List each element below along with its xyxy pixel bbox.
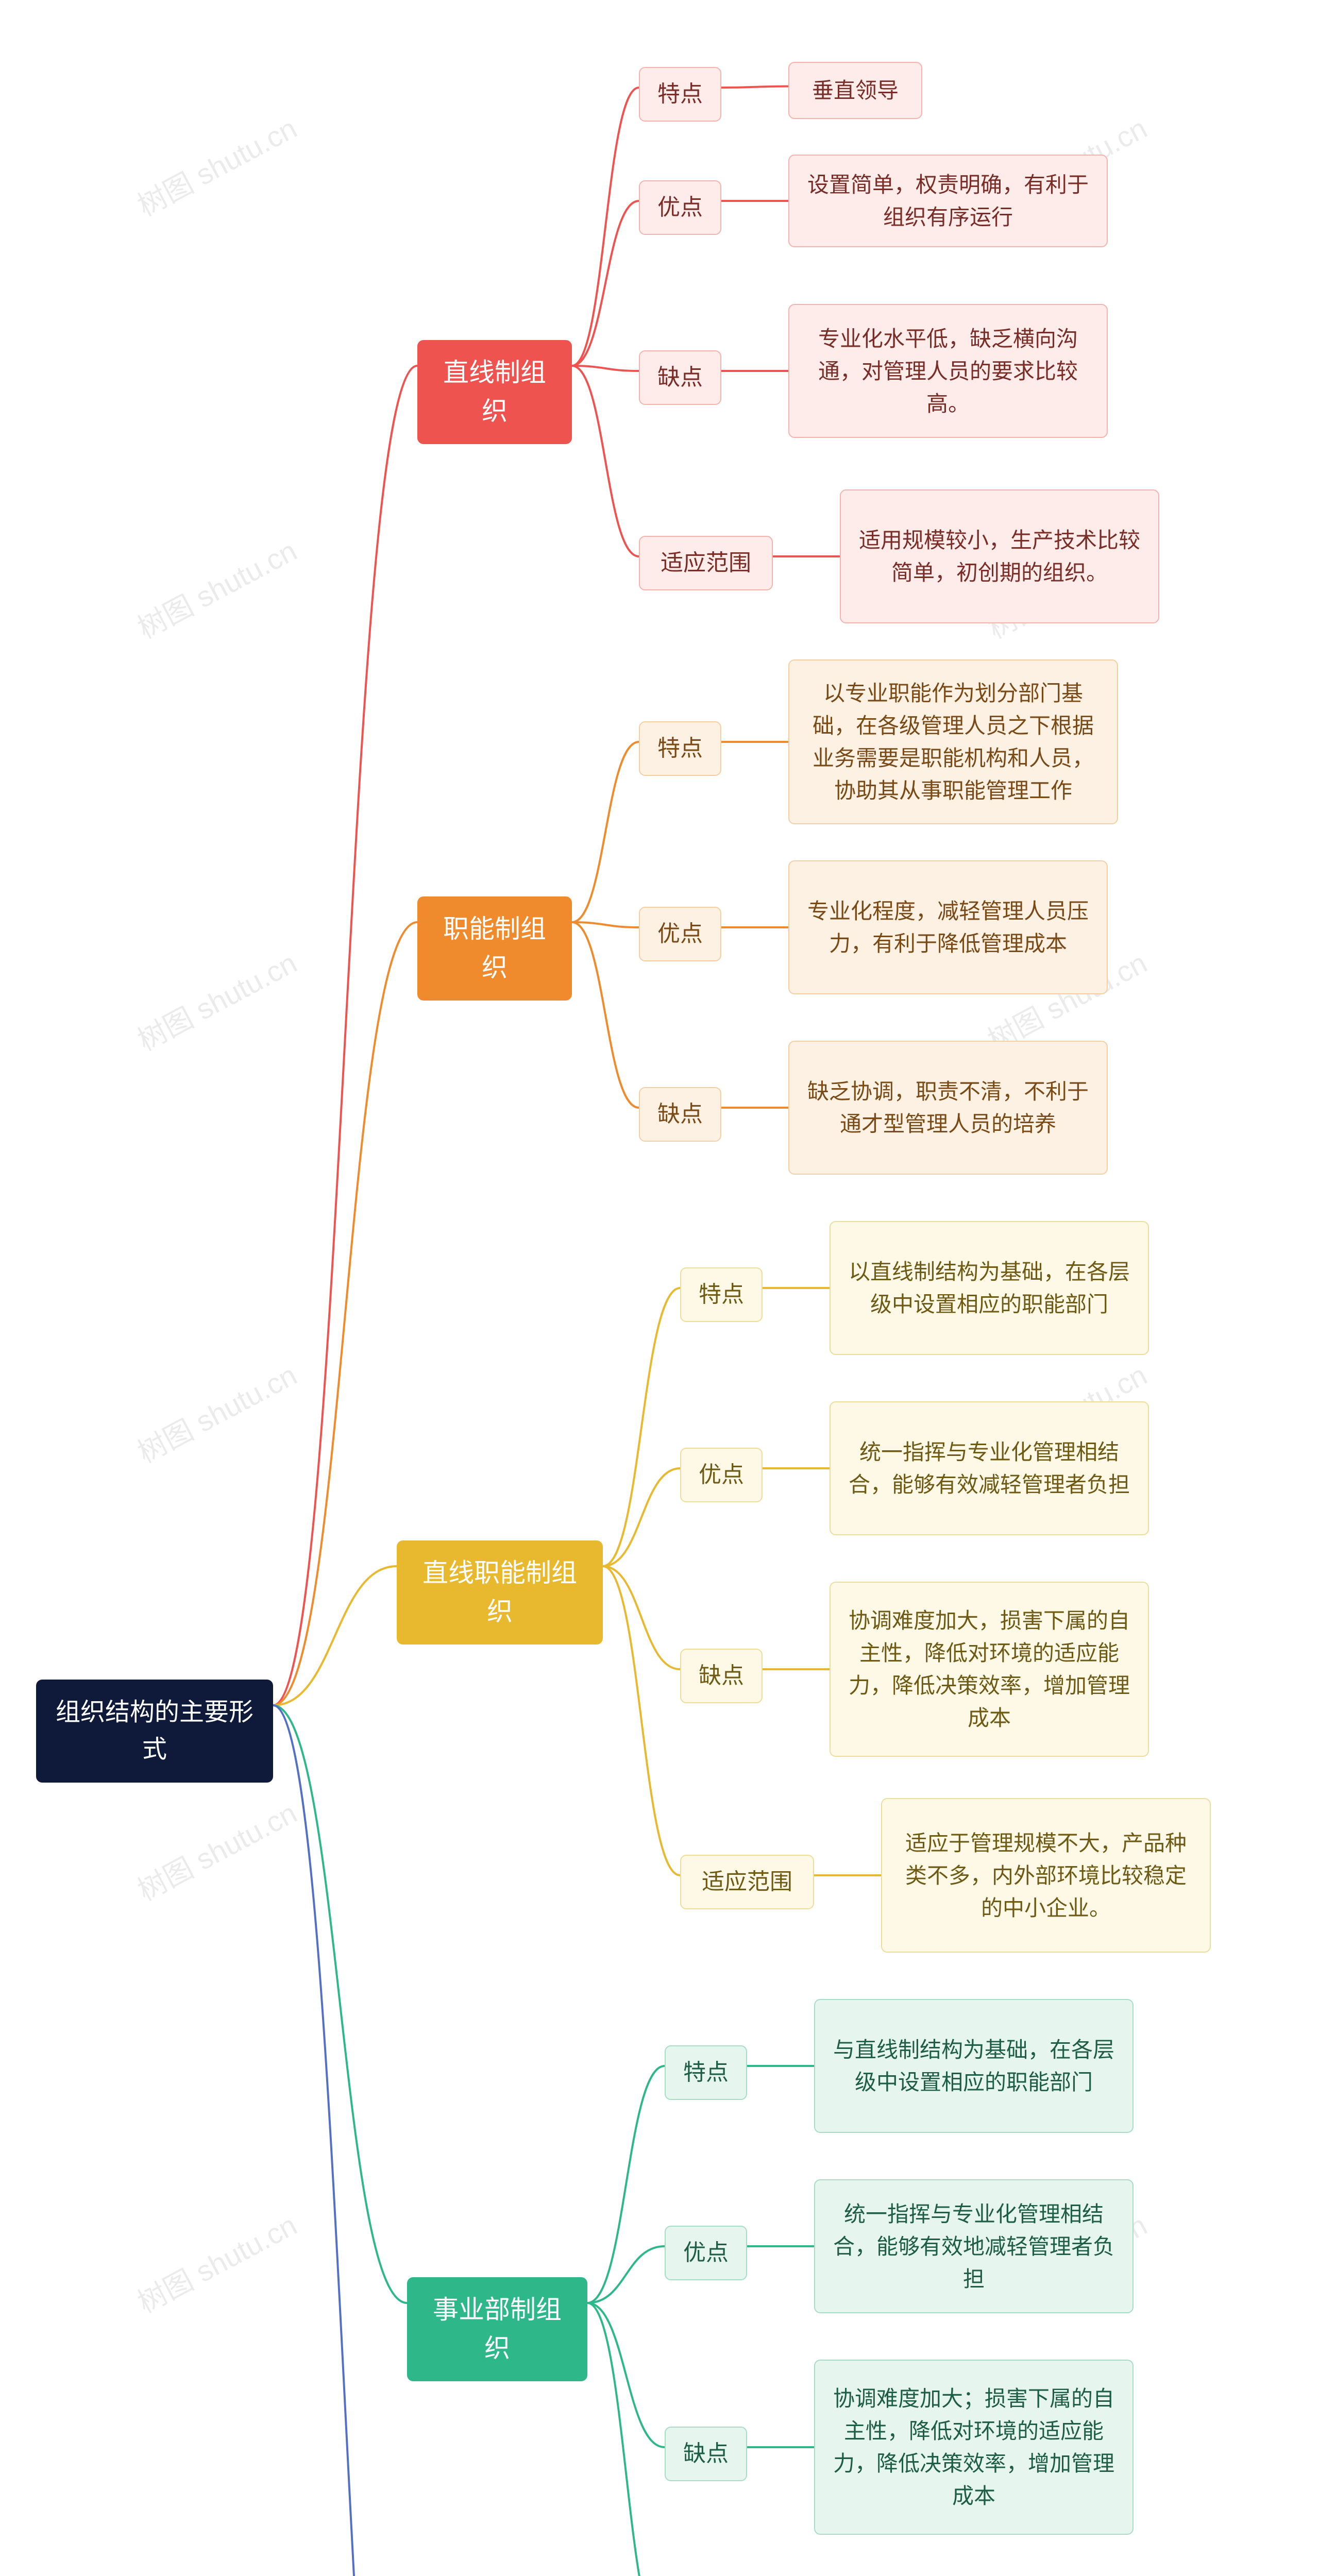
desc-node: 统一指挥与专业化管理相结合，能够有效减轻管理者负担	[830, 1401, 1149, 1535]
desc-node: 垂直领导	[788, 62, 922, 119]
desc-node: 专业化程度，减轻管理人员压力，有利于降低管理成本	[788, 860, 1108, 994]
branch-node: 职能制组织	[417, 896, 572, 1001]
desc-node: 适用规模较小，生产技术比较简单，初创期的组织。	[840, 489, 1159, 623]
attr-node: 优点	[639, 180, 721, 235]
desc-node: 专业化水平低，缺乏横向沟通，对管理人员的要求比较高。	[788, 304, 1108, 438]
attr-node: 特点	[639, 721, 721, 776]
attr-node: 优点	[665, 2226, 747, 2280]
branch-node: 直线制组织	[417, 340, 572, 444]
attr-node: 缺点	[680, 1649, 763, 1703]
desc-node: 缺乏协调，职责不清，不利于通才型管理人员的培养	[788, 1041, 1108, 1175]
attr-node: 适应范围	[639, 536, 773, 590]
watermark: 树图 shutu.cn	[129, 1790, 303, 1909]
desc-node: 适应于管理规模不大，产品种类不多，内外部环境比较稳定的中小企业。	[881, 1798, 1211, 1953]
desc-node: 以专业职能作为划分部门基础，在各级管理人员之下根据业务需要是职能机构和人员，协助…	[788, 659, 1118, 824]
mindmap-canvas: 树图 shutu.cn 树图 shutu.cn 树图 shutu.cn 树图 shut…	[0, 0, 1319, 2576]
attr-node: 优点	[680, 1448, 763, 1502]
root-node: 组织结构的主要形式	[36, 1680, 273, 1783]
watermark: 树图 shutu.cn	[129, 528, 303, 647]
attr-node: 缺点	[639, 1087, 721, 1142]
desc-node: 与直线制结构为基础，在各层级中设置相应的职能部门	[814, 1999, 1134, 2133]
attr-node: 缺点	[665, 2427, 747, 2481]
watermark: 树图 shutu.cn	[129, 106, 303, 225]
watermark: 树图 shutu.cn	[129, 2202, 303, 2321]
desc-node: 统一指挥与专业化管理相结合，能够有效地减轻管理者负担	[814, 2179, 1134, 2313]
attr-node: 特点	[680, 1267, 763, 1322]
branch-node: 直线职能制组织	[397, 1540, 603, 1645]
watermark: 树图 shutu.cn	[129, 1352, 303, 1471]
attr-node: 优点	[639, 907, 721, 961]
desc-node: 协调难度加大，损害下属的自主性，降低对环境的适应能力，降低决策效率，增加管理成本	[830, 1582, 1149, 1757]
desc-node: 以直线制结构为基础，在各层级中设置相应的职能部门	[830, 1221, 1149, 1355]
desc-node: 协调难度加大；损害下属的自主性，降低对环境的适应能力，降低决策效率，增加管理成本	[814, 2360, 1134, 2535]
desc-node: 设置简单，权责明确，有利于组织有序运行	[788, 155, 1108, 247]
watermark: 树图 shutu.cn	[129, 940, 303, 1059]
branch-node: 事业部制组织	[407, 2277, 587, 2381]
attr-node: 缺点	[639, 350, 721, 405]
attr-node: 特点	[639, 67, 721, 122]
attr-node: 适应范围	[680, 1855, 814, 1909]
attr-node: 特点	[665, 2045, 747, 2100]
